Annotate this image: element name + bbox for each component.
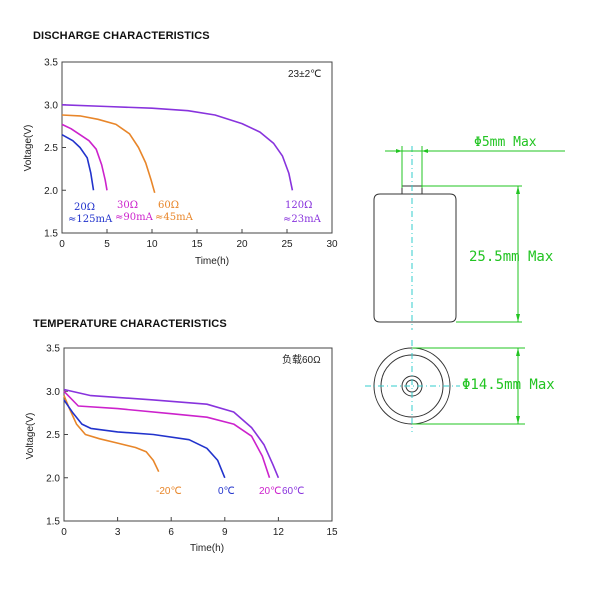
temperature-curve-labels: -20℃ 0℃ 20℃ 60℃	[156, 486, 304, 497]
temperature-xtick-label: 9	[222, 527, 228, 538]
discharge-xtick-label: 25	[281, 239, 293, 250]
discharge-ticks: 0 5 10 15 20 25 30 1.5 2.0 2.5 3.0 3.5	[44, 58, 338, 251]
temperature-series-line-0	[63, 395, 160, 473]
discharge-series	[61, 104, 294, 194]
label-120ohm: 120Ω	[285, 200, 312, 211]
pin-diameter-dimension: Φ5mm Max	[385, 135, 565, 188]
temperature-xlabel: Time(h)	[190, 543, 224, 554]
temperature-ylabel: Voltage(V)	[25, 413, 36, 460]
discharge-curve-labels: 20Ω ≈125mA 30Ω ≈90mA 60Ω ≈45mA 120Ω ≈23m…	[68, 200, 322, 225]
discharge-ytick-label: 1.5	[44, 229, 58, 240]
temperature-series-line-3	[63, 388, 280, 479]
temperature-series-line-1	[63, 399, 226, 479]
temperature-series	[63, 388, 280, 479]
temperature-ytick-label: 3.0	[46, 387, 60, 398]
discharge-xtick-label: 0	[59, 239, 65, 250]
discharge-xlabel: Time(h)	[195, 256, 229, 267]
top-view-outer-circle	[373, 347, 451, 425]
label-30ohm: 30Ω	[117, 200, 138, 211]
temperature-chart: Voltage(V) Time(h) 负载60Ω 0 3 6 9 12 15 1.5 2.0 2…	[25, 344, 338, 555]
discharge-ytick-label: 3.5	[44, 58, 58, 69]
discharge-xtick-label: 5	[104, 239, 110, 250]
temperature-xtick-label: 0	[61, 527, 67, 538]
battery-side-view	[373, 185, 457, 323]
discharge-chart: Voltage(V) Time(h) 23±2℃ 0 5 10 15 20 25 30 1.5…	[23, 58, 338, 268]
discharge-series-line-3	[61, 104, 294, 191]
discharge-ytick-label: 3.0	[44, 100, 58, 111]
temperature-title: TEMPERATURE CHARACTERISTICS	[33, 318, 227, 330]
label-60ohm: 60Ω	[158, 200, 179, 211]
temperature-ytick-label: 2.0	[46, 473, 60, 484]
label-45ma: ≈45mA	[155, 212, 194, 223]
temperature-xtick-label: 15	[326, 527, 338, 538]
temperature-series-line-2	[63, 390, 271, 479]
discharge-series-line-2	[61, 114, 156, 194]
label-20ohm: 20Ω	[74, 202, 95, 213]
label-60c: 60℃	[282, 486, 304, 497]
temperature-ytick-label: 2.5	[46, 430, 60, 441]
temperature-annotation: 负载60Ω	[282, 353, 321, 366]
label-minus20c: -20℃	[156, 486, 182, 497]
label-0c: 0℃	[218, 486, 235, 497]
label-23ma: ≈23mA	[283, 214, 322, 225]
label-90ma: ≈90mA	[115, 212, 154, 223]
pin-diameter-label: Φ5mm Max	[474, 135, 537, 150]
temperature-xtick-label: 3	[115, 527, 121, 538]
discharge-ytick-label: 2.5	[44, 143, 58, 154]
temperature-xtick-label: 12	[273, 527, 285, 538]
discharge-series-line-1	[61, 123, 108, 191]
discharge-xtick-label: 15	[191, 239, 203, 250]
discharge-series-line-0	[61, 134, 95, 191]
body-diameter-dimension: Φ14.5mm Max	[412, 347, 555, 425]
discharge-title: DISCHARGE CHARACTERISTICS	[33, 30, 210, 42]
discharge-xtick-label: 30	[326, 239, 338, 250]
body-diameter-label: Φ14.5mm Max	[462, 377, 555, 393]
temperature-ticks: 0 3 6 9 12 15 1.5 2.0 2.5 3.0 3.5	[46, 344, 338, 539]
label-125ma: ≈125mA	[68, 214, 113, 225]
temperature-ytick-label: 1.5	[46, 517, 60, 528]
battery-top-view	[373, 347, 451, 425]
height-label: 25.5mm Max	[469, 249, 553, 265]
discharge-ytick-label: 2.0	[44, 186, 58, 197]
discharge-xtick-label: 10	[146, 239, 158, 250]
height-dimension: 25.5mm Max	[422, 185, 553, 323]
discharge-xtick-label: 20	[236, 239, 248, 250]
battery-body	[373, 193, 457, 323]
discharge-annotation: 23±2℃	[288, 69, 321, 80]
label-20c: 20℃	[259, 486, 281, 497]
discharge-ylabel: Voltage(V)	[23, 125, 34, 172]
temperature-ytick-label: 3.5	[46, 344, 60, 355]
temperature-xtick-label: 6	[168, 527, 174, 538]
